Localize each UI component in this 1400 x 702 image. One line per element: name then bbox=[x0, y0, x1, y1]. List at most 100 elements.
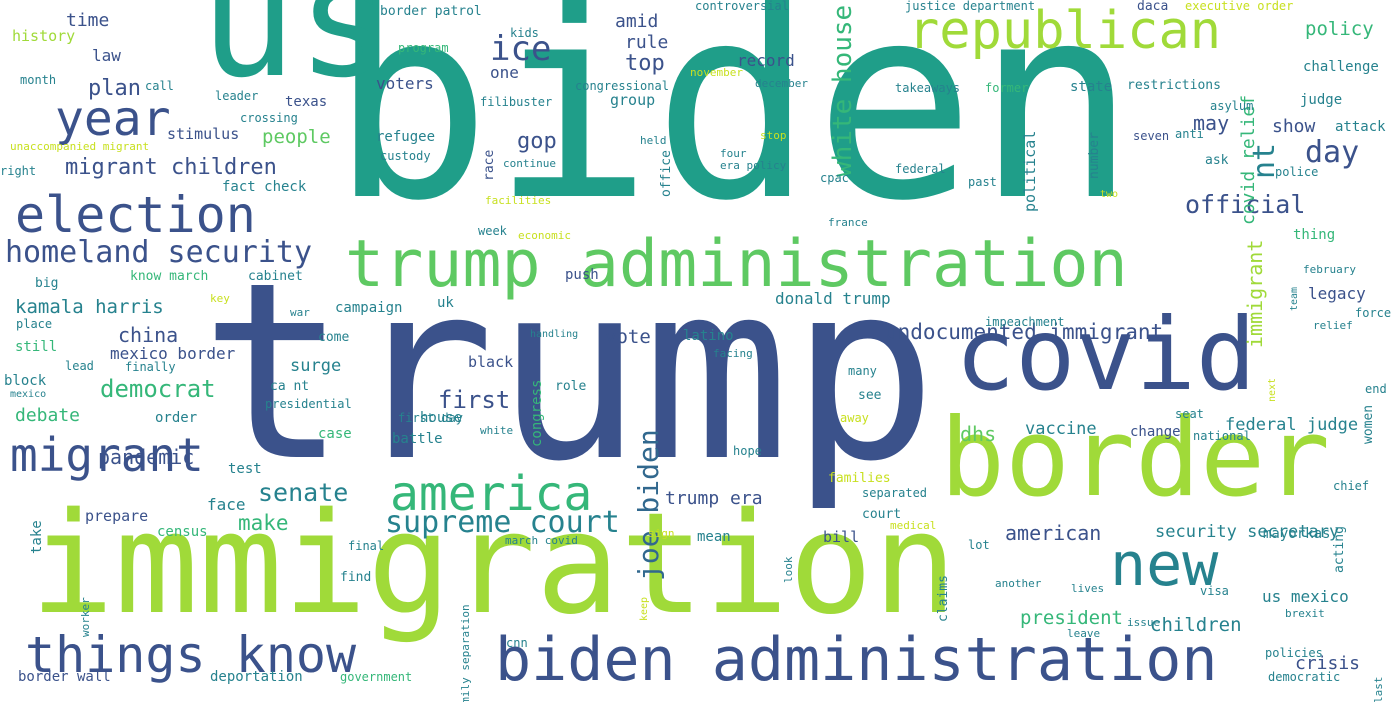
cloud-word: continue bbox=[503, 157, 556, 170]
cloud-word: children bbox=[1150, 614, 1242, 636]
cloud-word: march covid bbox=[505, 534, 578, 547]
cloud-word: one bbox=[490, 63, 519, 82]
cloud-word: law bbox=[92, 46, 121, 65]
cloud-word: relief bbox=[1313, 319, 1353, 332]
cloud-word: era policy bbox=[720, 159, 787, 172]
cloud-word: immigrant bbox=[1243, 239, 1267, 348]
cloud-word: supreme court bbox=[385, 505, 620, 540]
cloud-word: refugee bbox=[376, 129, 436, 145]
cloud-word: test bbox=[228, 461, 262, 477]
cloud-word: prepare bbox=[85, 507, 149, 525]
cloud-word: executive order bbox=[1185, 0, 1294, 13]
cloud-word: worker bbox=[79, 596, 92, 637]
cloud-word: lot bbox=[968, 538, 990, 552]
cloud-word: election bbox=[15, 186, 256, 244]
cloud-word: top bbox=[625, 51, 665, 76]
cloud-word: cnn bbox=[506, 636, 528, 650]
cloud-word: people bbox=[262, 126, 331, 148]
cloud-word: women bbox=[1361, 404, 1376, 444]
cloud-word: ca nt bbox=[270, 379, 310, 394]
cloud-word: us bbox=[200, 0, 393, 113]
cloud-word: amid bbox=[615, 11, 659, 32]
cloud-word: attack bbox=[1335, 119, 1386, 135]
cloud-word: democratic bbox=[1268, 670, 1341, 684]
cloud-word: government bbox=[340, 670, 413, 684]
cloud-word: week bbox=[478, 224, 507, 238]
cloud-word: covid relief bbox=[1238, 94, 1259, 225]
cloud-word: policies bbox=[1265, 646, 1323, 660]
cloud-word: challenge bbox=[1303, 59, 1379, 75]
cloud-word: big bbox=[35, 276, 59, 291]
cloud-word: take bbox=[29, 519, 45, 554]
cloud-word: state bbox=[1070, 79, 1113, 95]
cloud-word: record bbox=[737, 51, 795, 70]
cloud-word: issue bbox=[1127, 616, 1161, 629]
cloud-word: kamala harris bbox=[15, 296, 164, 318]
cloud-word: border bbox=[940, 396, 1331, 521]
cloud-word: gop bbox=[517, 129, 557, 154]
cloud-word: vote bbox=[605, 326, 651, 348]
cloud-word: next bbox=[1267, 377, 1278, 402]
cloud-word: american bbox=[1005, 521, 1102, 545]
cloud-word: ice bbox=[490, 29, 552, 69]
cloud-word: legacy bbox=[1308, 284, 1366, 303]
cloud-word: democrat bbox=[100, 375, 216, 403]
cloud-word: uk bbox=[437, 295, 454, 311]
cloud-word: vaccine bbox=[1025, 419, 1097, 439]
cloud-word: seven bbox=[1133, 129, 1170, 143]
cloud-word: program bbox=[398, 41, 449, 55]
cloud-word: biden bbox=[330, 0, 1137, 260]
cloud-word: role bbox=[555, 379, 587, 394]
cloud-word: december bbox=[755, 77, 808, 90]
cloud-word: still bbox=[15, 339, 58, 355]
cloud-word: leave bbox=[1067, 627, 1101, 640]
cloud-word: congress bbox=[529, 379, 545, 448]
cloud-word: group bbox=[610, 91, 656, 109]
cloud-word: day bbox=[1305, 135, 1360, 170]
cloud-word: families bbox=[828, 471, 891, 486]
cloud-word: fact check bbox=[222, 179, 307, 195]
cloud-word: make bbox=[238, 511, 289, 535]
cloud-word: lives bbox=[1071, 582, 1105, 595]
cloud-word: year bbox=[55, 91, 171, 147]
cloud-word: ask bbox=[1205, 153, 1229, 168]
cloud-word: filibuster bbox=[480, 95, 553, 109]
cloud-word: office bbox=[659, 149, 674, 197]
cloud-word: national bbox=[1193, 429, 1251, 443]
cloud-word: chief bbox=[1333, 479, 1370, 493]
cloud-word: lead bbox=[65, 359, 94, 373]
cloud-word: trump administration bbox=[345, 227, 1128, 302]
cloud-word: call bbox=[145, 79, 174, 93]
cloud-word: final bbox=[348, 539, 385, 553]
cloud-word: claims bbox=[936, 574, 951, 622]
cloud-word: us mexico bbox=[1262, 587, 1349, 606]
cloud-word: month bbox=[20, 73, 57, 87]
cloud-word: war bbox=[290, 306, 310, 319]
cloud-word: handling bbox=[530, 329, 579, 340]
cloud-word: past bbox=[968, 175, 997, 189]
cloud-word: place bbox=[16, 317, 53, 331]
cloud-word: things know bbox=[25, 626, 357, 684]
cloud-word: anti bbox=[1175, 127, 1204, 141]
cloud-word: texas bbox=[285, 94, 328, 110]
cloud-word: sign bbox=[648, 527, 675, 540]
cloud-word: border wall bbox=[18, 669, 111, 685]
cloud-word: economic bbox=[518, 229, 571, 242]
cloud-word: immigration bbox=[30, 483, 958, 646]
cloud-word: deportation bbox=[210, 669, 303, 685]
cloud-word: asylum bbox=[1210, 99, 1254, 113]
cloud-word: crisis bbox=[1295, 653, 1361, 674]
cloud-word: judge bbox=[1300, 92, 1343, 108]
cloud-word: policy bbox=[1305, 18, 1374, 40]
cloud-word: november bbox=[690, 66, 743, 79]
cloud-word: justice department bbox=[905, 0, 1036, 13]
cloud-word: many bbox=[848, 364, 877, 378]
cloud-word: february bbox=[1303, 263, 1356, 276]
cloud-word: surge bbox=[290, 356, 342, 376]
cloud-word: last bbox=[1372, 676, 1385, 702]
cloud-word: leader bbox=[215, 89, 259, 103]
cloud-word: face bbox=[207, 495, 246, 514]
cloud-word: history bbox=[12, 27, 76, 45]
cloud-word: come bbox=[318, 330, 350, 345]
